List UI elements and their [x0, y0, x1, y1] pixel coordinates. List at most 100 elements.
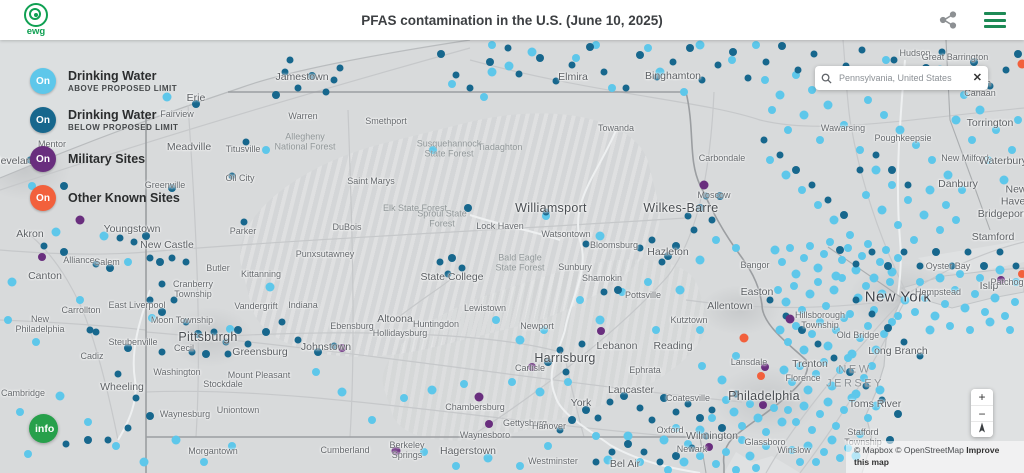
marker-drinking-water-above[interactable]	[840, 121, 848, 129]
marker-drinking-water-below[interactable]	[938, 48, 946, 56]
marker-drinking-water-above[interactable]	[862, 282, 870, 290]
marker-drinking-water-above[interactable]	[999, 175, 1009, 185]
marker-drinking-water-above[interactable]	[808, 330, 816, 338]
marker-drinking-water-above[interactable]	[696, 326, 704, 334]
marker-drinking-water-above[interactable]	[487, 67, 497, 77]
marker-drinking-water-below[interactable]	[798, 326, 806, 334]
marker-drinking-water-above[interactable]	[820, 448, 828, 456]
marker-drinking-water-above[interactable]	[752, 464, 760, 472]
marker-drinking-water-above[interactable]	[930, 311, 940, 321]
marker-drinking-water-above[interactable]	[876, 258, 884, 266]
marker-drinking-water-above[interactable]	[768, 106, 776, 114]
marker-drinking-water-below[interactable]	[132, 394, 140, 402]
marker-drinking-water-above[interactable]	[778, 258, 786, 266]
marker-drinking-water-above[interactable]	[228, 442, 236, 450]
marker-drinking-water-below[interactable]	[810, 50, 818, 58]
marker-drinking-water-below[interactable]	[146, 412, 154, 420]
info-button[interactable]: info	[29, 414, 58, 443]
marker-drinking-water-below[interactable]	[696, 204, 704, 212]
marker-drinking-water-above[interactable]	[958, 186, 966, 194]
marker-drinking-water-below[interactable]	[234, 326, 242, 334]
marker-drinking-water-below[interactable]	[552, 77, 560, 85]
marker-drinking-water-above[interactable]	[766, 156, 774, 164]
marker-drinking-water-above[interactable]	[1001, 312, 1009, 320]
marker-drinking-water-below[interactable]	[240, 218, 248, 226]
marker-drinking-water-above[interactable]	[858, 252, 866, 260]
marker-drinking-water-above[interactable]	[813, 263, 823, 273]
marker-drinking-water-above[interactable]	[823, 341, 833, 351]
marker-drinking-water-below[interactable]	[62, 440, 70, 448]
marker-drinking-water-above[interactable]	[820, 250, 828, 258]
marker-drinking-water-below[interactable]	[182, 318, 190, 326]
marker-drinking-water-above[interactable]	[952, 216, 960, 224]
marker-drinking-water-above[interactable]	[871, 401, 881, 411]
marker-drinking-water-above[interactable]	[312, 368, 320, 376]
marker-drinking-water-below[interactable]	[168, 254, 176, 262]
marker-drinking-water-below[interactable]	[242, 138, 250, 146]
marker-drinking-water-below[interactable]	[688, 444, 696, 452]
marker-drinking-water-above[interactable]	[888, 318, 896, 326]
marker-drinking-water-above[interactable]	[644, 278, 652, 286]
marker-drinking-water-above[interactable]	[971, 290, 979, 298]
marker-drinking-water-above[interactable]	[838, 256, 846, 264]
marker-military-sites[interactable]	[485, 420, 493, 428]
marker-drinking-water-above[interactable]	[880, 111, 888, 119]
marker-drinking-water-below[interactable]	[278, 318, 286, 326]
marker-drinking-water-above[interactable]	[816, 410, 824, 418]
marker-drinking-water-below[interactable]	[636, 404, 644, 412]
marker-military-sites[interactable]	[528, 363, 536, 371]
marker-drinking-water-below[interactable]	[624, 440, 632, 448]
marker-drinking-water-above[interactable]	[798, 186, 806, 194]
marker-drinking-water-below[interactable]	[653, 73, 661, 81]
marker-drinking-water-below[interactable]	[158, 280, 166, 288]
compass-button[interactable]	[971, 421, 993, 437]
marker-drinking-water-above[interactable]	[928, 156, 936, 164]
marker-drinking-water-above[interactable]	[919, 210, 929, 220]
marker-drinking-water-below[interactable]	[732, 390, 740, 398]
marker-drinking-water-above[interactable]	[460, 380, 468, 388]
marker-drinking-water-above[interactable]	[139, 457, 149, 467]
marker-drinking-water-above[interactable]	[942, 201, 950, 209]
marker-drinking-water-above[interactable]	[24, 450, 32, 458]
marker-drinking-water-below[interactable]	[458, 264, 466, 272]
marker-drinking-water-above[interactable]	[784, 126, 792, 134]
marker-drinking-water-above[interactable]	[887, 267, 897, 277]
marker-military-sites[interactable]	[75, 215, 85, 225]
marker-drinking-water-below[interactable]	[92, 328, 100, 336]
marker-drinking-water-above[interactable]	[368, 416, 376, 424]
marker-drinking-water-below[interactable]	[794, 66, 802, 74]
marker-drinking-water-below[interactable]	[690, 226, 698, 234]
marker-drinking-water-above[interactable]	[856, 430, 864, 438]
marker-drinking-water-above[interactable]	[516, 462, 524, 470]
marker-drinking-water-above[interactable]	[968, 136, 976, 144]
marker-drinking-water-above[interactable]	[124, 258, 132, 266]
marker-drinking-water-below[interactable]	[696, 414, 704, 422]
marker-drinking-water-below[interactable]	[672, 408, 680, 416]
marker-drinking-water-above[interactable]	[603, 455, 613, 465]
marker-military-sites[interactable]	[391, 446, 401, 456]
marker-drinking-water-above[interactable]	[32, 338, 40, 346]
marker-drinking-water-above[interactable]	[623, 431, 633, 441]
marker-drinking-water-above[interactable]	[745, 451, 755, 461]
marker-drinking-water-above[interactable]	[722, 448, 730, 456]
marker-drinking-water-above[interactable]	[429, 146, 437, 154]
marker-drinking-water-below[interactable]	[170, 296, 178, 304]
layer-toggle-0[interactable]: On	[30, 68, 56, 94]
marker-drinking-water-above[interactable]	[894, 221, 902, 229]
layer-toggle-3[interactable]: On	[30, 185, 56, 211]
marker-other-known-sites[interactable]	[757, 372, 765, 380]
marker-drinking-water-above[interactable]	[911, 308, 919, 316]
marker-drinking-water-above[interactable]	[698, 362, 706, 370]
marker-drinking-water-below[interactable]	[656, 458, 664, 466]
marker-drinking-water-above[interactable]	[851, 389, 861, 399]
marker-drinking-water-below[interactable]	[792, 166, 800, 174]
marker-drinking-water-above[interactable]	[803, 385, 813, 395]
marker-drinking-water-below[interactable]	[92, 260, 100, 268]
marker-drinking-water-below[interactable]	[878, 396, 886, 404]
marker-drinking-water-below[interactable]	[904, 181, 912, 189]
zoom-in-button[interactable]: +	[971, 389, 993, 405]
marker-drinking-water-above[interactable]	[864, 322, 872, 330]
marker-drinking-water-above[interactable]	[912, 141, 920, 149]
marker-drinking-water-below[interactable]	[452, 71, 460, 79]
marker-drinking-water-below[interactable]	[168, 184, 176, 192]
